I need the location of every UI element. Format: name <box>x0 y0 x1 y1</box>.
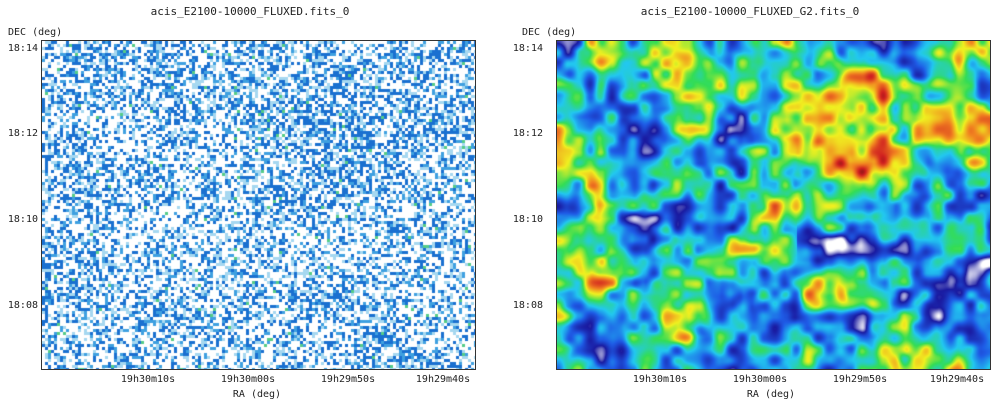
chart-title: acis_E2100-10000_FLUXED.fits_0 <box>150 5 350 18</box>
right-heatmap-plot <box>556 40 991 370</box>
x-tick-label: 19h30m10s <box>120 374 176 385</box>
x-tick-label: 19h29m50s <box>832 374 888 385</box>
x-axis-label: RA (deg) <box>746 389 796 400</box>
y-tick-label: 18:08 <box>512 300 543 311</box>
x-tick-label: 19h30m10s <box>632 374 688 385</box>
x-tick-label: 19h29m40s <box>929 374 985 385</box>
y-tick-label: 18:12 <box>512 128 543 139</box>
right-chart-panel: acis_E2100-10000_FLUXED_G2.fits_0 DEC (d… <box>500 0 1000 407</box>
left-heatmap-plot <box>41 40 476 370</box>
x-tick-label: 19h30m00s <box>732 374 788 385</box>
y-tick-label: 18:08 <box>7 300 38 311</box>
x-axis-label: RA (deg) <box>232 389 282 400</box>
left-heatmap-image <box>42 41 475 369</box>
y-tick-label: 18:10 <box>512 214 543 225</box>
y-tick-label: 18:10 <box>7 214 38 225</box>
y-tick-label: 18:12 <box>7 128 38 139</box>
y-tick-label: 18:14 <box>512 43 543 54</box>
x-tick-label: 19h29m40s <box>415 374 471 385</box>
x-tick-label: 19h30m00s <box>220 374 276 385</box>
y-axis-label: DEC (deg) <box>8 27 63 38</box>
left-chart-panel: acis_E2100-10000_FLUXED.fits_0 DEC (deg)… <box>7 5 476 400</box>
x-tick-label: 19h29m50s <box>320 374 376 385</box>
chart-title: acis_E2100-10000_FLUXED_G2.fits_0 <box>640 5 860 18</box>
y-tick-label: 18:14 <box>7 43 38 54</box>
right-heatmap-image <box>557 41 990 369</box>
y-axis-label: DEC (deg) <box>522 27 577 38</box>
